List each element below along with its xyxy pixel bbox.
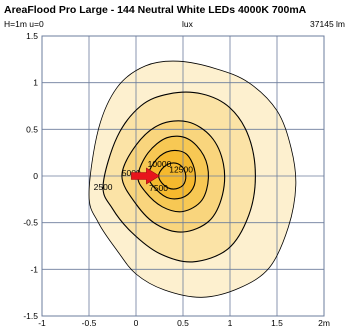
x-tick-label: 2m: [318, 318, 330, 328]
x-tick-label: -1: [38, 318, 46, 328]
contour-line-12500: [158, 162, 187, 190]
plot-border: [41, 35, 325, 317]
y-tick-label: -0.5: [23, 218, 38, 228]
y-tick-label: 1: [33, 78, 38, 88]
luminaire-arrow: [131, 167, 160, 185]
contour-label-2500: 2500: [94, 182, 113, 192]
y-tick-label: 0.5: [26, 124, 38, 134]
contour-line-5000: [121, 120, 226, 233]
x-tick-label: 0: [134, 318, 139, 328]
x-tick-label: 1: [228, 318, 233, 328]
contour-line-10000: [147, 149, 196, 200]
contour-label-10000: 10000: [148, 159, 172, 169]
y-tick-label: -1.5: [23, 311, 38, 321]
x-tick-label: 1.5: [271, 318, 283, 328]
chart-title: AreaFlood Pro Large - 144 Neutral White …: [4, 4, 307, 16]
contour-line-2500: [102, 91, 256, 263]
contour-fills: [89, 61, 296, 298]
x-tick-label: 0.5: [177, 318, 189, 328]
contour-lines: [88, 60, 297, 298]
contour-line-7500: [137, 135, 209, 213]
contour-label-7500: 7500: [149, 183, 168, 193]
mounting-info: H=1m u=0: [4, 19, 44, 29]
y-tick-label: 1.5: [26, 31, 38, 41]
x-tick-label: -0.5: [82, 318, 97, 328]
y-tick-label: -1: [30, 264, 38, 274]
luminous-flux: 37145 lm: [310, 19, 345, 29]
contour-line-1000: [88, 60, 297, 298]
unit-label: lux: [182, 19, 193, 29]
y-tick-label: 0: [33, 171, 38, 181]
axis-tick-labels: -1 -0.5 0 0.5 1 1.5 2m1.510.50-0.5-1-1.5: [23, 31, 330, 328]
contour-label-12500: 12500: [169, 164, 193, 174]
